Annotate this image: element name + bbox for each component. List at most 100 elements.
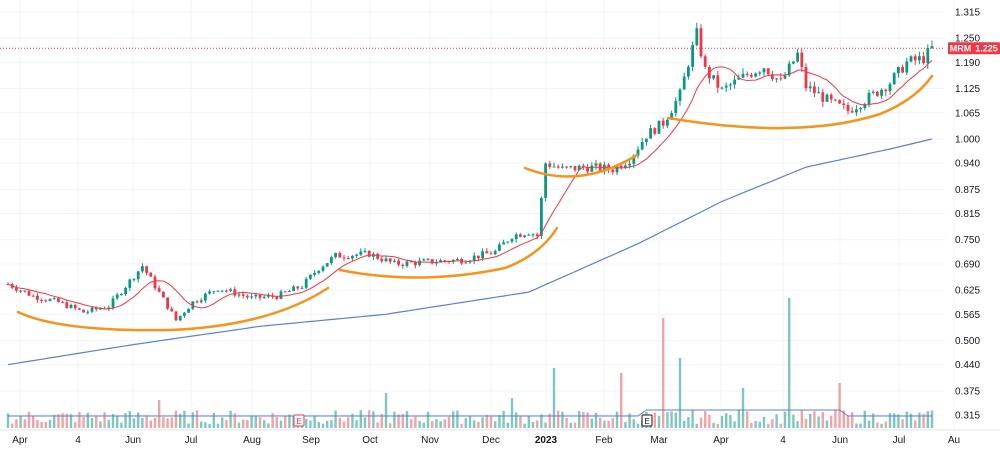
volume-bar xyxy=(170,417,173,428)
volume-bar xyxy=(834,410,837,428)
volume-bar xyxy=(733,421,736,428)
volume-bar xyxy=(893,413,896,428)
candle-body xyxy=(166,297,169,309)
volume-bar xyxy=(607,420,610,428)
volume-bar xyxy=(527,415,530,428)
base-arc xyxy=(666,74,934,130)
volume-bar xyxy=(368,410,371,428)
volume-bar xyxy=(48,419,52,428)
volume-bar xyxy=(636,423,640,428)
candle-body xyxy=(443,260,447,262)
volume-bar xyxy=(11,423,14,428)
volume-bar xyxy=(418,420,421,428)
volume-bar xyxy=(930,410,934,428)
volume-bar xyxy=(95,416,98,428)
volume-bar xyxy=(288,414,291,428)
candle-body xyxy=(556,166,560,168)
candle-body xyxy=(632,155,636,164)
candle-body xyxy=(107,307,111,309)
volume-bar xyxy=(334,410,337,428)
x-axis[interactable]: Apr 4 Jun Jul Aug Sep Oct Nov Dec 2023 Feb Mar Apr 4 J… xyxy=(0,429,1000,446)
candle-body xyxy=(57,298,60,302)
base-arc xyxy=(338,226,559,279)
ma-short-line xyxy=(7,60,933,310)
volume-bar xyxy=(771,419,774,428)
candle-body xyxy=(296,286,300,289)
volume-bar xyxy=(74,422,77,428)
volume-bar xyxy=(666,412,669,428)
x-tick-label: Jun xyxy=(832,435,848,446)
volume-bar xyxy=(830,415,833,428)
volume-bar xyxy=(489,416,493,428)
volume-bar xyxy=(678,358,682,428)
volume-bar xyxy=(410,419,413,428)
volume-bar xyxy=(27,411,31,428)
candle-body xyxy=(569,166,573,168)
candle-body xyxy=(682,76,686,90)
candle-body xyxy=(871,91,875,93)
y-tick-label: 0.315 xyxy=(955,411,980,422)
candle-body xyxy=(351,255,354,259)
last-price-badge: MRM 1.225 xyxy=(948,42,1000,55)
earnings-marker[interactable] xyxy=(641,414,653,427)
volume-bar xyxy=(389,423,392,428)
candle-body xyxy=(615,165,619,173)
candle-body xyxy=(624,165,627,168)
candle-body xyxy=(754,73,757,77)
volume-bar xyxy=(128,411,131,428)
candle-body xyxy=(153,276,157,289)
volume-bar xyxy=(746,411,749,428)
y-axis[interactable]: 1.315 1.250 1.190 1.125 1.065 1.000 0.940 0.875… xyxy=(955,8,980,422)
candle-body xyxy=(212,291,216,293)
y-tick-label: 0.565 xyxy=(955,310,980,321)
volume-bar xyxy=(683,420,686,428)
volume-bar xyxy=(485,414,488,428)
volume-bar xyxy=(111,414,115,428)
volume-bar xyxy=(141,418,144,428)
candle-body xyxy=(897,66,900,74)
candle-body xyxy=(674,100,678,114)
candle-body xyxy=(863,104,867,109)
candle-body xyxy=(61,301,64,303)
volume-bar xyxy=(78,412,81,428)
candle-body xyxy=(157,288,161,292)
candle-body xyxy=(73,304,77,309)
candle-body xyxy=(653,128,657,134)
candle-body xyxy=(384,258,388,262)
candle-body xyxy=(86,311,90,313)
candle-body xyxy=(304,278,308,288)
earnings-marker[interactable] xyxy=(293,414,305,427)
volume-bar xyxy=(821,412,824,428)
volume-bar xyxy=(351,413,354,428)
candle-body xyxy=(796,52,799,62)
candle-body xyxy=(187,308,190,313)
candle-body xyxy=(687,66,690,77)
candle-body xyxy=(229,289,232,291)
volume-bar xyxy=(422,422,425,428)
candle-body xyxy=(65,302,69,309)
volume-bar xyxy=(804,418,808,428)
volume-bar xyxy=(888,413,892,428)
volume-bar xyxy=(124,413,127,428)
candle-body xyxy=(19,290,22,292)
x-tick-label: Feb xyxy=(595,435,613,446)
volume-bar xyxy=(321,423,325,428)
earnings-marker-label: E xyxy=(296,417,301,426)
candle-body xyxy=(183,312,186,316)
volume-bar xyxy=(842,410,845,428)
volume-bar xyxy=(267,423,270,428)
volume-bar xyxy=(578,411,581,428)
candle-body xyxy=(481,251,484,259)
candle-body xyxy=(279,291,283,299)
candle-body xyxy=(195,301,199,303)
candle-body xyxy=(892,73,896,85)
candle-body xyxy=(762,68,766,73)
x-tick-label: Apr xyxy=(12,435,28,446)
volume-bar xyxy=(237,422,241,428)
volume-bar xyxy=(867,420,871,428)
candle-body xyxy=(78,308,81,310)
volume-bar xyxy=(401,413,404,428)
volume-bar xyxy=(611,418,614,428)
